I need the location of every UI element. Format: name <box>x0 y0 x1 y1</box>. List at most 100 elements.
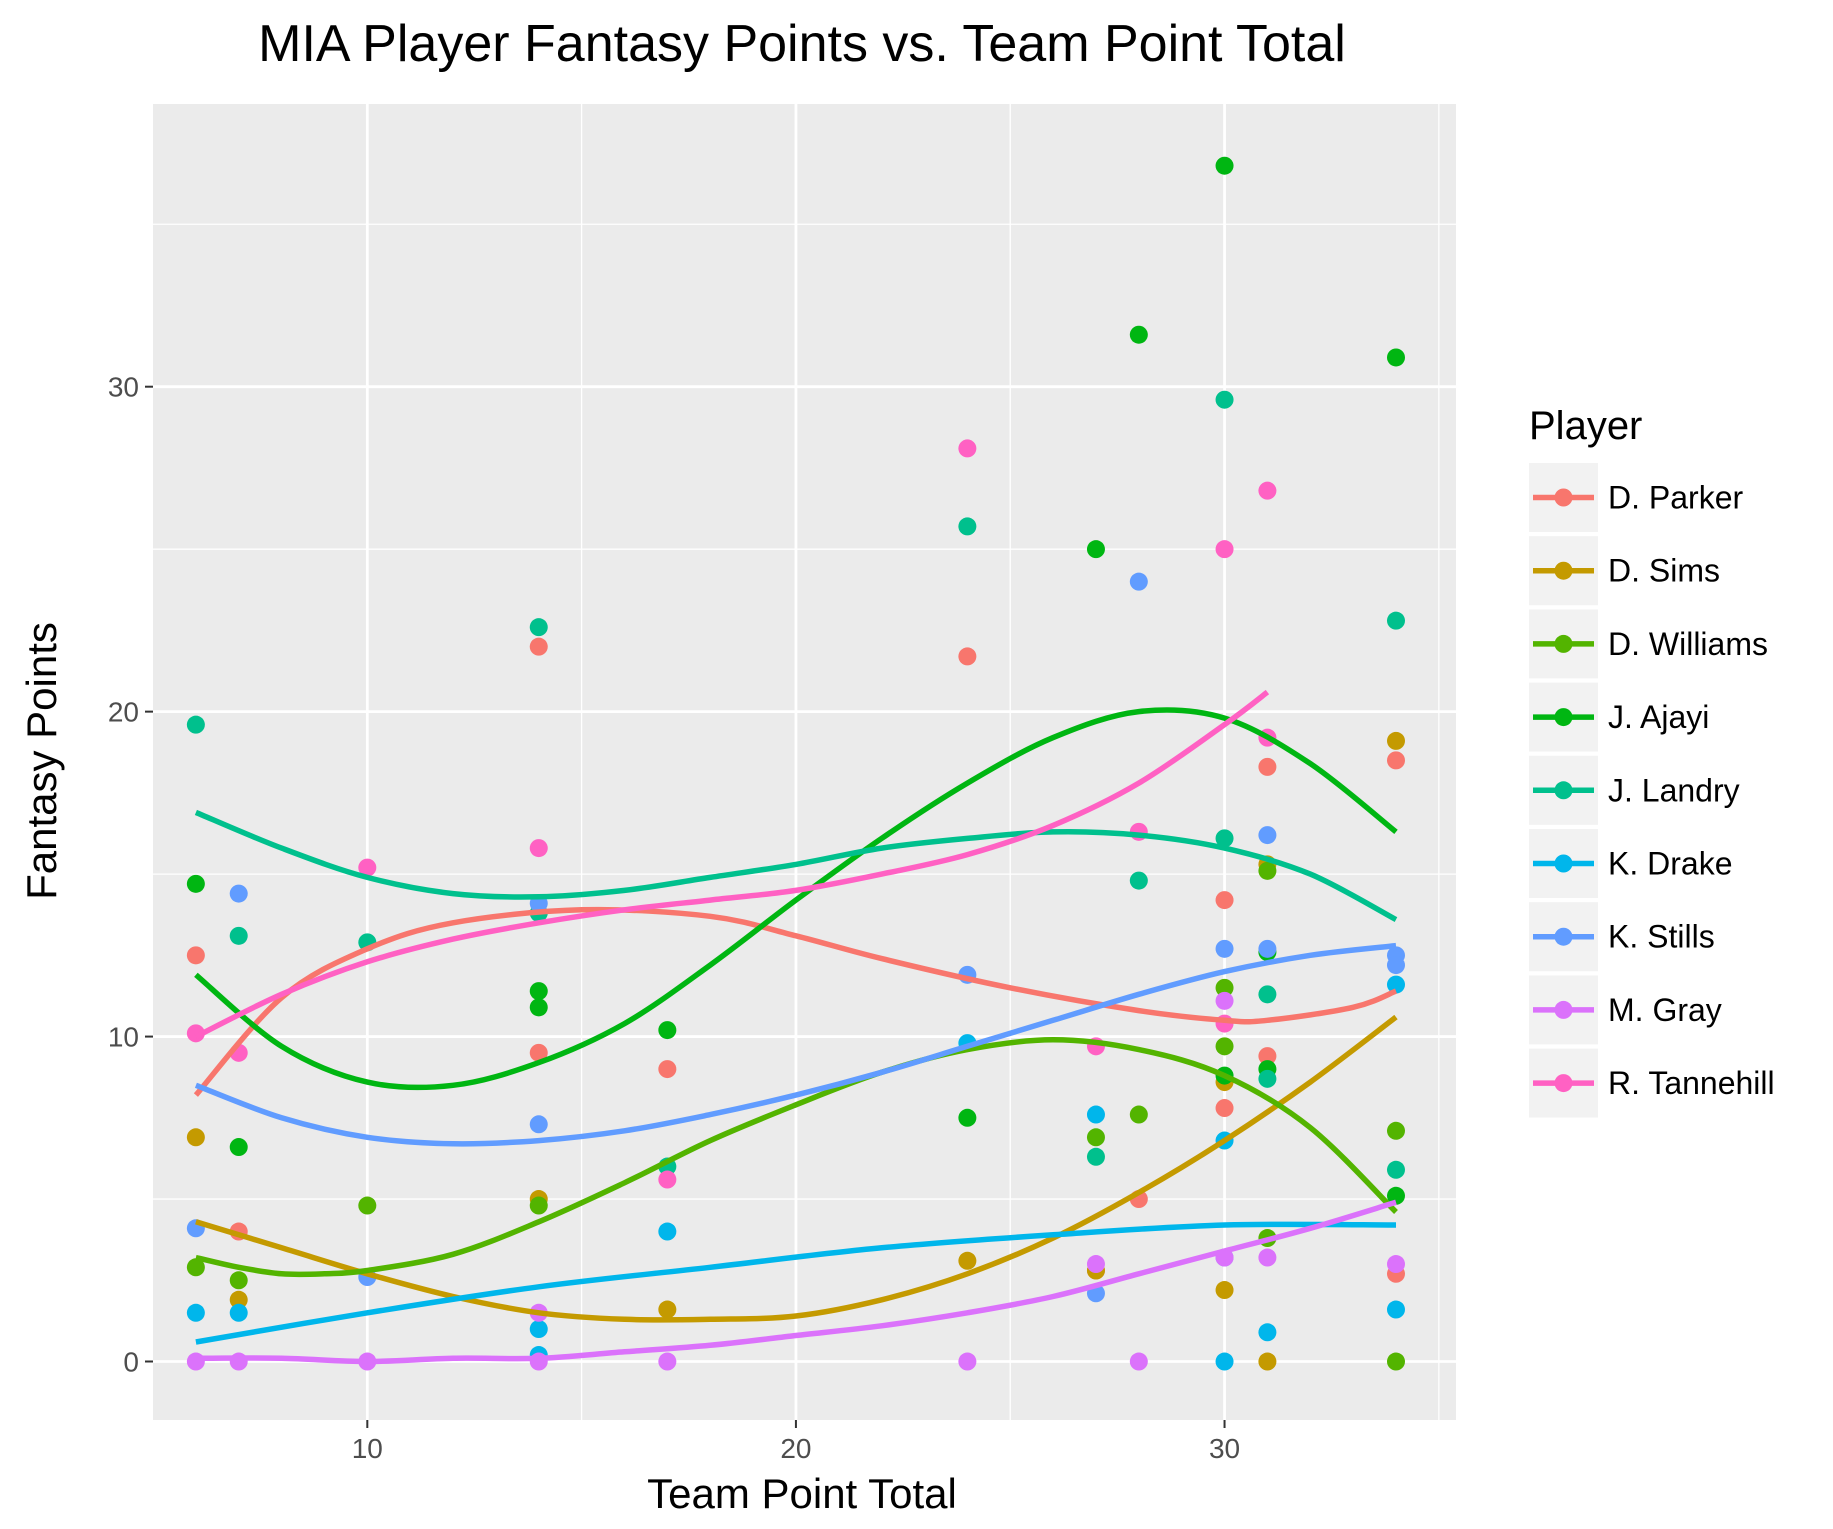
trend-line <box>193 906 1398 1097</box>
data-point <box>229 1352 248 1371</box>
data-point <box>658 1300 677 1319</box>
data-point <box>1386 1300 1405 1319</box>
data-point <box>1258 861 1277 880</box>
legend-key-point <box>1554 634 1573 653</box>
chart-title: MIA Player Fantasy Points vs. Team Point… <box>258 15 1346 73</box>
data-point <box>1086 1255 1105 1274</box>
data-point <box>658 1352 677 1371</box>
data-point <box>229 1271 248 1290</box>
legend-key-point <box>1554 781 1573 800</box>
data-point <box>529 618 548 637</box>
data-point <box>529 637 548 656</box>
data-point <box>1129 871 1148 890</box>
data-point <box>1386 731 1405 750</box>
data-point <box>958 517 977 536</box>
data-point <box>186 1303 205 1322</box>
data-point <box>529 1352 548 1371</box>
data-point <box>958 439 977 458</box>
data-point <box>186 1024 205 1043</box>
trend-lines <box>193 689 1398 1365</box>
data-point <box>1258 757 1277 776</box>
data-point <box>529 839 548 858</box>
axis-ticks <box>145 385 1226 1428</box>
data-point <box>1215 390 1234 409</box>
data-point <box>1258 985 1277 1004</box>
data-point <box>1386 956 1405 975</box>
legend-key-point <box>1554 927 1573 946</box>
y-tick-label: 0 <box>123 1347 139 1378</box>
legend-label: R. Tannehill <box>1608 1065 1775 1101</box>
y-axis-title: Fantasy Points <box>18 622 65 900</box>
legend-key-point <box>1554 488 1573 507</box>
data-point <box>186 1352 205 1371</box>
data-point <box>229 884 248 903</box>
data-point <box>1386 1352 1405 1371</box>
x-axis-title: Team Point Total <box>647 1470 957 1517</box>
trend-line <box>194 707 1398 1091</box>
data-point <box>186 946 205 965</box>
data-point <box>1215 939 1234 958</box>
data-point <box>1258 1323 1277 1342</box>
trend-line <box>195 1199 1397 1365</box>
data-point <box>229 926 248 945</box>
data-point <box>1386 751 1405 770</box>
legend-label: K. Stills <box>1608 919 1715 955</box>
legend-key-point <box>1554 1074 1573 1093</box>
y-tick-label: 30 <box>108 372 139 403</box>
y-tick-label: 10 <box>108 1022 139 1053</box>
legend-label: K. Drake <box>1608 846 1732 882</box>
data-point <box>1215 1352 1234 1371</box>
trend-line <box>194 942 1397 1147</box>
legend-items: D. Parker D. Sims D. Williams J. Ajayi J. La… <box>1529 463 1775 1118</box>
data-point <box>1086 1147 1105 1166</box>
data-point <box>1215 1037 1234 1056</box>
data-point <box>1258 1047 1277 1066</box>
data-point <box>186 715 205 734</box>
data-point <box>1129 325 1148 344</box>
legend-label: D. Williams <box>1608 626 1768 662</box>
trend-line <box>195 1221 1397 1345</box>
data-point <box>658 1060 677 1079</box>
data-point <box>1258 826 1277 845</box>
data-point <box>1386 348 1405 367</box>
data-point <box>529 1320 548 1339</box>
data-point <box>229 1303 248 1322</box>
data-point <box>1215 991 1234 1010</box>
data-point <box>658 1222 677 1241</box>
data-point <box>1258 939 1277 958</box>
data-point <box>1086 1128 1105 1147</box>
data-point <box>1215 978 1234 997</box>
legend-label: J. Landry <box>1608 772 1740 808</box>
legend-title: Player <box>1529 404 1642 448</box>
data-point <box>1215 156 1234 175</box>
data-point <box>1129 1352 1148 1371</box>
legend: Player D. Parker D. Sims D. Williams J. Aja… <box>1529 404 1775 1118</box>
data-point <box>1386 1121 1405 1140</box>
data-point <box>229 1138 248 1157</box>
data-point <box>1215 540 1234 559</box>
x-tick-label: 30 <box>1209 1433 1240 1464</box>
data-point <box>529 982 548 1001</box>
trend-line <box>194 809 1398 923</box>
legend-label: D. Parker <box>1608 480 1743 516</box>
data-point <box>1386 1160 1405 1179</box>
data-point <box>958 1251 977 1270</box>
data-point <box>529 1115 548 1134</box>
data-point <box>1086 1105 1105 1124</box>
trend-line <box>195 1014 1398 1323</box>
x-tick-label: 20 <box>780 1433 811 1464</box>
data-point <box>186 1128 205 1147</box>
axis-tick-labels: 10 20 30 0 10 20 30 <box>108 372 1240 1464</box>
data-point <box>186 874 205 893</box>
legend-key-point <box>1554 561 1573 580</box>
data-point <box>358 1196 377 1215</box>
data-point <box>1386 1255 1405 1274</box>
data-point <box>1258 1248 1277 1267</box>
data-point <box>1215 829 1234 848</box>
data-point <box>1129 1105 1148 1124</box>
data-point <box>529 1196 548 1215</box>
trend-line <box>194 689 1270 1040</box>
y-tick-label: 20 <box>108 697 139 728</box>
trend-line <box>195 1037 1398 1278</box>
